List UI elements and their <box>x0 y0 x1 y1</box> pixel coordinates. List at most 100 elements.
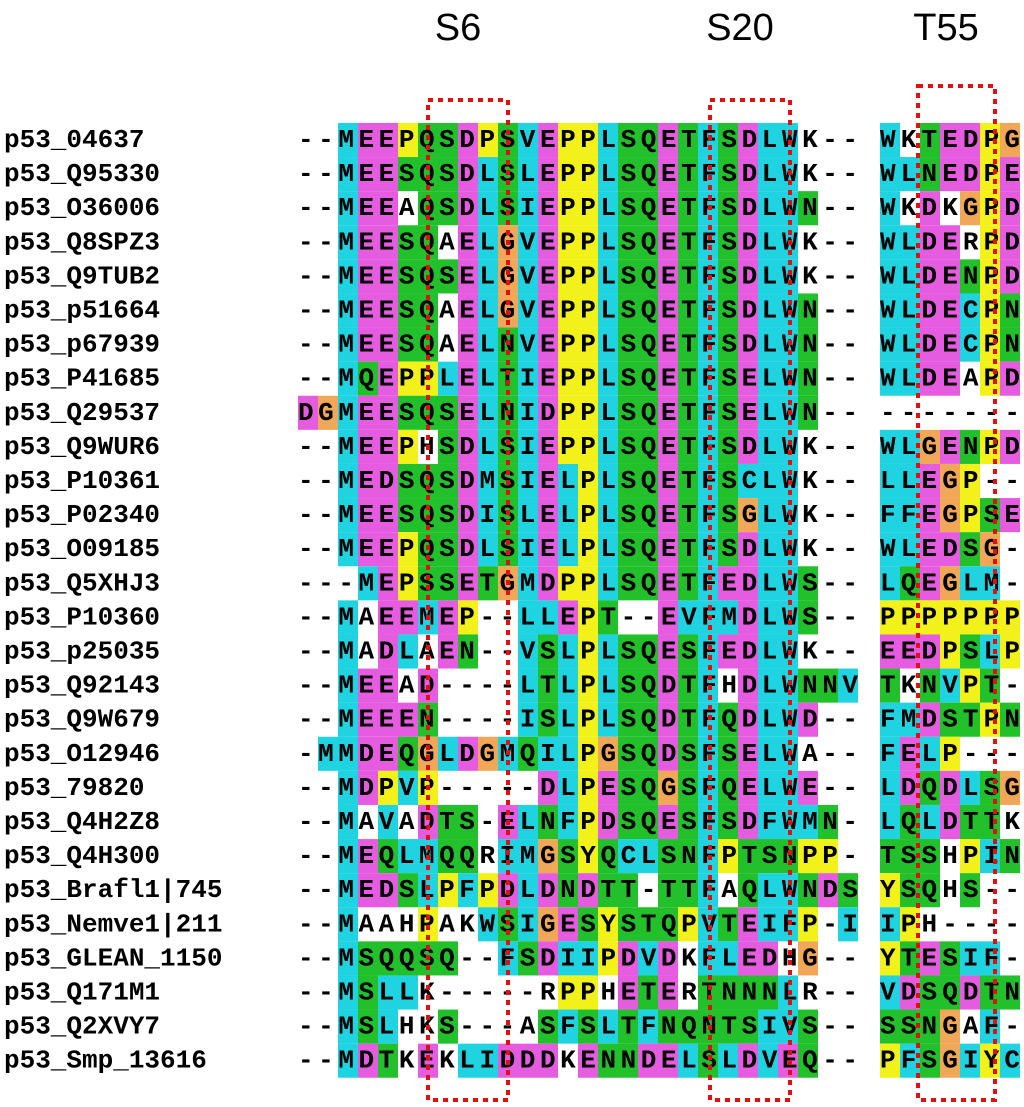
residue-cell <box>718 463 738 499</box>
residue-cell <box>698 634 718 669</box>
residue-cell <box>658 293 678 328</box>
residue-cell <box>718 395 738 430</box>
residue-cell <box>880 770 900 805</box>
shading-row <box>338 429 798 464</box>
residue-cell <box>960 668 980 703</box>
residue-cell <box>618 1009 638 1044</box>
residue-cell <box>478 736 498 771</box>
residue-cell <box>538 873 558 908</box>
shading-row <box>880 498 1020 533</box>
residue-cell <box>458 463 478 499</box>
residue-cell <box>880 941 900 976</box>
residue-cell <box>558 1009 578 1044</box>
residue-cell <box>940 736 960 771</box>
residue-cell <box>478 293 498 328</box>
residue-cell <box>558 122 578 158</box>
residue-cell <box>880 259 900 294</box>
residue-cell <box>618 873 638 908</box>
residue-cell <box>678 293 698 328</box>
residue-cell <box>678 429 698 464</box>
sequence-name: p53_Q92143 <box>4 671 160 701</box>
shading-row <box>298 395 818 430</box>
residue-cell <box>718 975 738 1010</box>
shading-row <box>880 566 1000 601</box>
residue-cell <box>338 259 358 294</box>
residue-cell <box>518 941 538 976</box>
residue-cell <box>798 293 818 328</box>
residue-cell <box>518 293 538 328</box>
residue-cell <box>698 157 718 192</box>
residue-cell <box>538 429 558 464</box>
sequence-name: p53_GLEAN_1150 <box>4 943 222 973</box>
residue-cell <box>458 873 478 908</box>
residue-cell <box>940 634 960 669</box>
residue-cell <box>798 191 818 226</box>
residue-cell <box>378 532 398 567</box>
residue-cell <box>578 975 598 1010</box>
residue-cell <box>900 157 920 192</box>
sequence: WLEDSG- <box>880 534 1020 564</box>
residue-cell <box>578 1043 598 1078</box>
residue-cell <box>338 361 358 396</box>
residue-cell <box>880 157 900 192</box>
residue-cell <box>638 361 658 396</box>
residue-cell <box>698 566 718 601</box>
residue-cell <box>920 429 940 464</box>
residue-cell <box>378 600 398 635</box>
residue-cell <box>498 941 518 976</box>
residue-cell <box>378 1009 398 1044</box>
sequence: PFSGIYC <box>880 1046 1020 1076</box>
residue-cell <box>798 873 818 908</box>
residue-cell <box>598 429 618 464</box>
residue-cell <box>798 907 818 942</box>
residue-cell <box>458 498 478 533</box>
residue-cell <box>758 873 778 908</box>
residue-cell <box>558 361 578 396</box>
residue-cell <box>818 804 838 840</box>
residue-cell <box>880 225 900 260</box>
residue-cell <box>378 873 398 908</box>
residue-cell <box>398 259 418 294</box>
sequence-name: p53_P41685 <box>4 364 160 394</box>
residue-cell <box>638 566 658 601</box>
shading-row <box>880 839 1020 874</box>
residue-cell <box>698 736 718 771</box>
sequence-name: p53_Q9WUR6 <box>4 432 160 462</box>
residue-cell <box>658 566 678 601</box>
residue-cell <box>558 327 578 362</box>
residue-cell <box>618 566 638 601</box>
residue-cell <box>438 157 458 192</box>
residue-cell <box>598 634 618 669</box>
shading-row <box>338 361 818 396</box>
residue-cell <box>578 361 598 396</box>
sequence: WLDENPD <box>880 261 1020 291</box>
residue-cell <box>358 532 378 567</box>
residue-cell <box>558 498 578 533</box>
residue-cell <box>658 122 678 158</box>
residue-cell <box>398 873 418 908</box>
residue-cell <box>538 191 558 226</box>
sequence-name: p53_Q95330 <box>4 159 160 189</box>
residue-cell <box>538 941 558 976</box>
residue-cell <box>960 941 980 976</box>
residue-cell <box>718 361 738 396</box>
residue-cell <box>758 941 778 976</box>
residue-cell <box>358 225 378 260</box>
residue-cell <box>558 191 578 226</box>
residue-cell <box>478 907 498 942</box>
residue-cell <box>900 600 920 635</box>
residue-cell <box>658 770 678 805</box>
residue-cell <box>758 225 778 260</box>
sequence: FMDSTPN <box>880 705 1020 735</box>
residue-cell <box>638 975 658 1010</box>
residue-cell <box>880 429 900 464</box>
residue-cell <box>598 157 618 192</box>
residue-cell <box>618 361 638 396</box>
residue-cell <box>940 702 960 737</box>
residue-cell <box>358 122 378 158</box>
residue-cell <box>418 804 438 840</box>
residue-cell <box>940 804 960 840</box>
residue-cell <box>880 122 900 158</box>
residue-cell <box>378 498 398 533</box>
shading-row <box>880 1009 1000 1044</box>
